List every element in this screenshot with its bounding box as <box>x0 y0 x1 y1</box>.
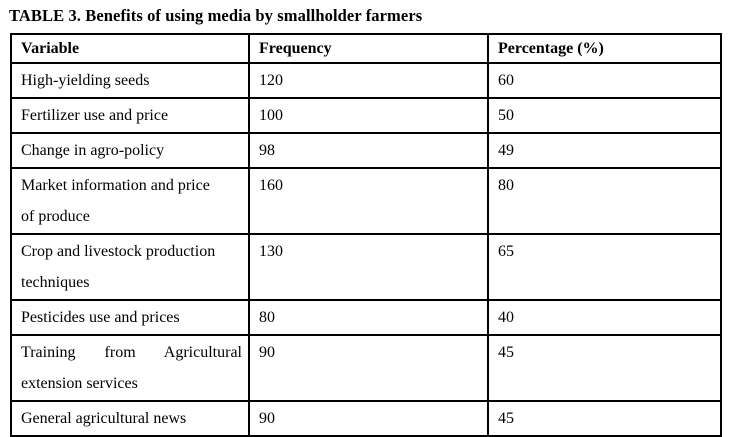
cell-percentage: 45 <box>487 334 722 402</box>
table-caption: TABLE 3. Benefits of using media by smal… <box>9 6 423 25</box>
table-row: High-yielding seeds 120 60 <box>10 62 722 99</box>
cell-variable: High-yielding seeds <box>10 62 250 99</box>
cell-frequency: 90 <box>248 400 489 437</box>
cell-percentage: 80 <box>487 167 722 235</box>
column-header-variable: Variable <box>10 33 250 64</box>
cell-frequency: 98 <box>248 132 489 169</box>
cell-percentage: 49 <box>487 132 722 169</box>
table-row: General agricultural news 90 45 <box>10 400 722 437</box>
cell-variable-line: Fertilizer use and price <box>21 107 169 124</box>
column-header-frequency: Frequency <box>248 33 489 64</box>
cell-variable-line: Pesticides use and prices <box>21 309 180 326</box>
cell-percentage: 50 <box>487 97 722 134</box>
cell-variable-line: of produce <box>21 208 90 225</box>
cell-variable-line: Crop and livestock production <box>21 243 216 260</box>
table-row: Market information and price of produce … <box>10 167 722 235</box>
table-row: Training from Agricultural extension ser… <box>10 334 722 402</box>
cell-variable-line: techniques <box>21 274 90 291</box>
cell-variable-line: General agricultural news <box>21 410 187 427</box>
cell-percentage: 65 <box>487 233 722 301</box>
table-row: Fertilizer use and price 100 50 <box>10 97 722 134</box>
cell-frequency: 160 <box>248 167 489 235</box>
cell-frequency: 130 <box>248 233 489 301</box>
cell-frequency: 100 <box>248 97 489 134</box>
benefits-table: Variable Frequency Percentage (%) High-y… <box>10 33 722 437</box>
cell-variable-line: Training from Agricultural <box>21 344 242 361</box>
cell-variable: Crop and livestock production techniques <box>10 233 250 301</box>
table-row: Pesticides use and prices 80 40 <box>10 299 722 336</box>
cell-frequency: 90 <box>248 334 489 402</box>
cell-percentage: 40 <box>487 299 722 336</box>
paper-page: TABLE 3. Benefits of using media by smal… <box>0 6 730 437</box>
cell-variable: Change in agro-policy <box>10 132 250 169</box>
cell-frequency: 120 <box>248 62 489 99</box>
cell-variable: Pesticides use and prices <box>10 299 250 336</box>
cell-percentage: 60 <box>487 62 722 99</box>
table-row: Crop and livestock production techniques… <box>10 233 722 301</box>
column-header-percentage: Percentage (%) <box>487 33 722 64</box>
cell-percentage: 45 <box>487 400 722 437</box>
cell-frequency: 80 <box>248 299 489 336</box>
cell-variable: General agricultural news <box>10 400 250 437</box>
cell-variable-line: Market information and price <box>21 177 210 194</box>
cell-variable-line: extension services <box>21 375 138 392</box>
cell-variable: Fertilizer use and price <box>10 97 250 134</box>
table-header-row: Variable Frequency Percentage (%) <box>10 33 722 64</box>
cell-variable-line: Change in agro-policy <box>21 142 165 159</box>
cell-variable: Training from Agricultural extension ser… <box>10 334 250 402</box>
table-row: Change in agro-policy 98 49 <box>10 132 722 169</box>
cell-variable: Market information and price of produce <box>10 167 250 235</box>
cell-variable-line: High-yielding seeds <box>21 72 150 89</box>
